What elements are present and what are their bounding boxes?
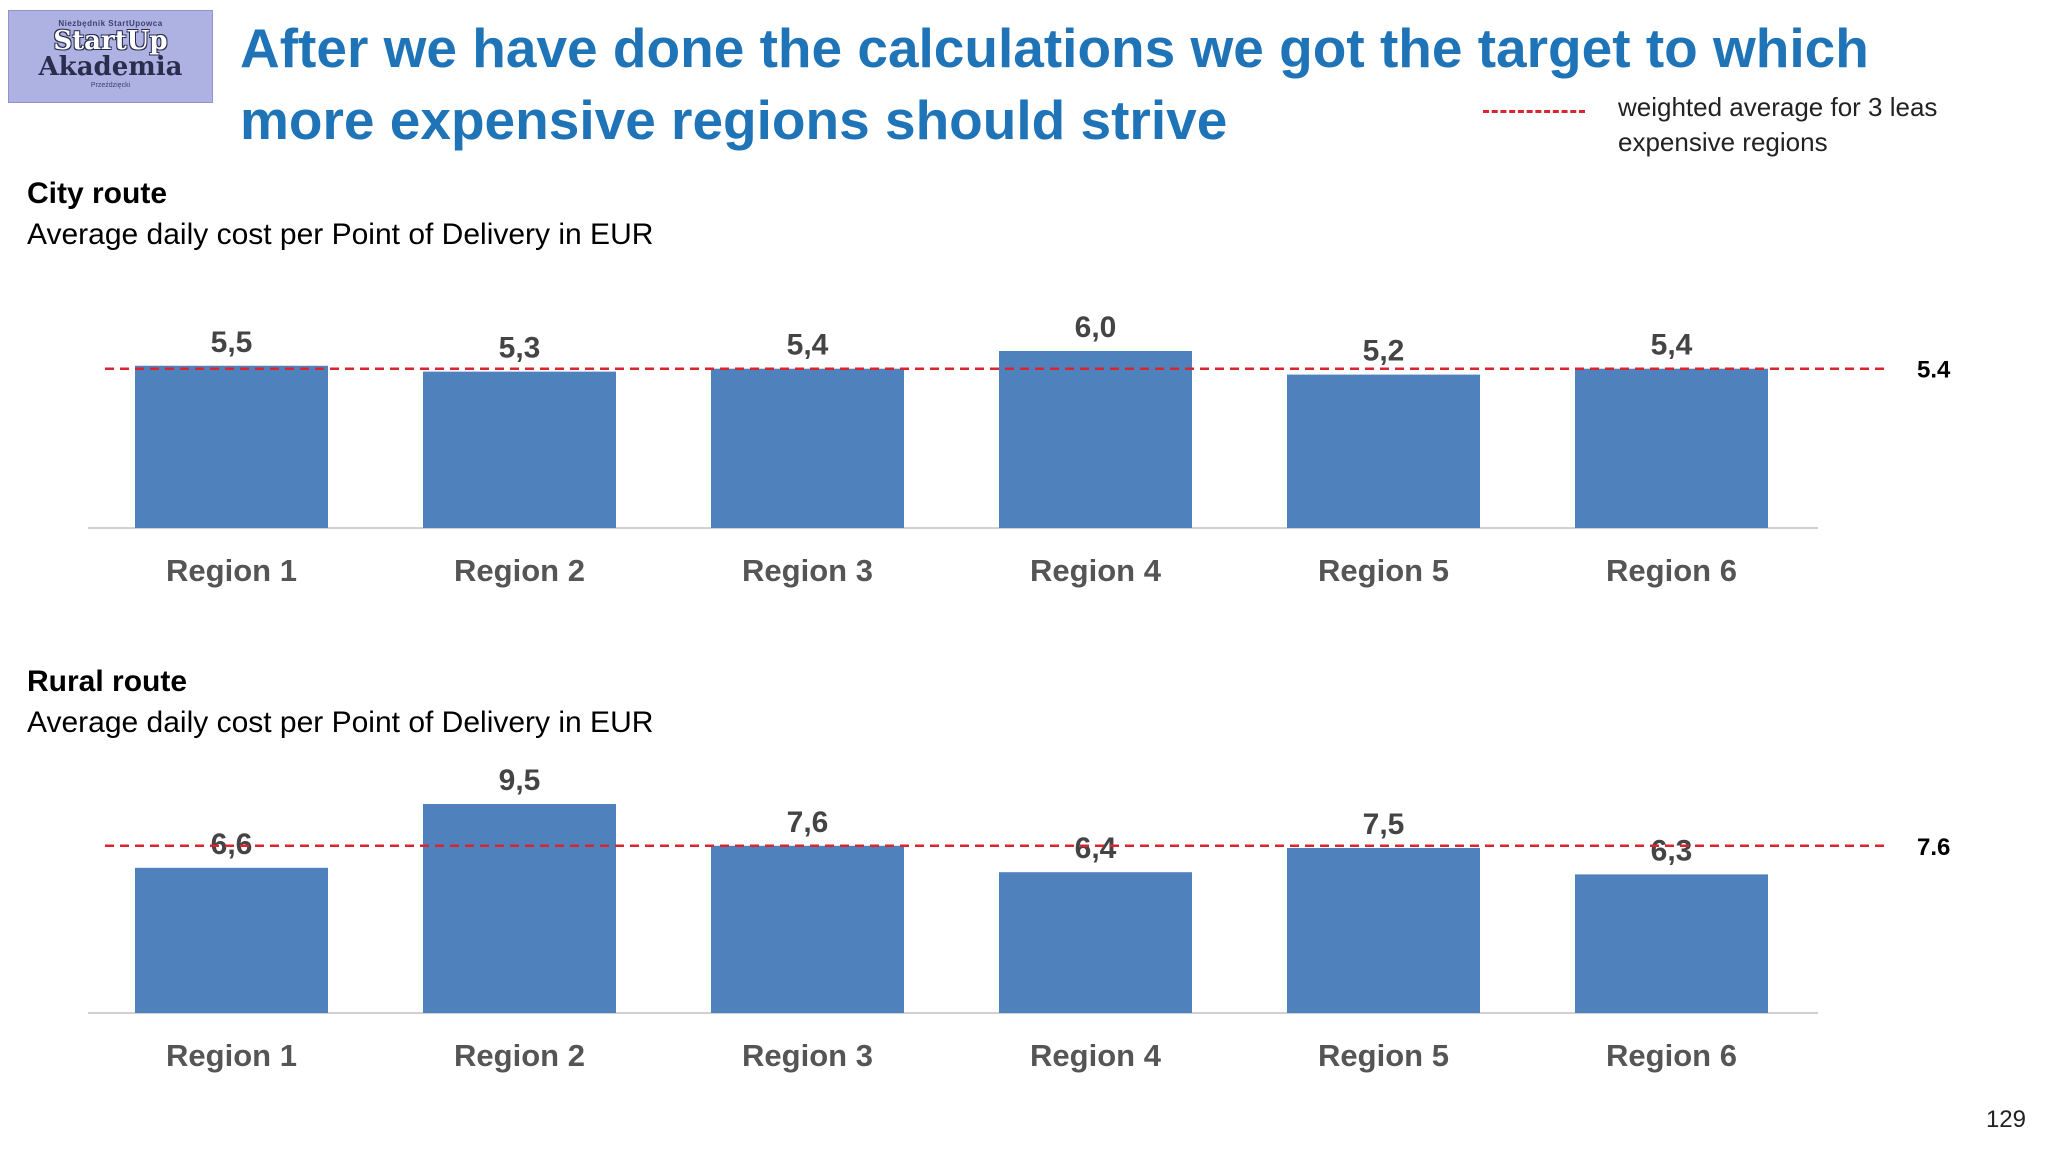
bar: [423, 371, 616, 528]
bar: [999, 872, 1192, 1013]
category-label: Region 2: [454, 1038, 585, 1073]
category-label: Region 6: [1606, 1038, 1737, 1073]
category-label: Region 2: [454, 553, 585, 588]
data-label: 6,4: [1075, 832, 1117, 865]
logo-bottom-line: Przeździęcki: [90, 82, 131, 89]
bar: [711, 368, 904, 528]
city-route-chart: 5,5 Region 1 5,3 Region 2 5,4 Region 3 6,0 Regi…: [0, 300, 2048, 600]
bar: [999, 351, 1192, 528]
rural-route-subtitle: Average daily cost per Point of Delivery…: [27, 706, 654, 739]
category-label: Region 4: [1030, 1038, 1162, 1073]
rural-route-chart: 6,6 Region 1 9,5 Region 2 7,6 Region 3 6,4 Regi…: [0, 760, 2048, 1090]
category-label: Region 6: [1606, 553, 1737, 588]
data-label: 6,3: [1651, 834, 1693, 867]
category-label: Region 4: [1030, 553, 1162, 588]
slide-title: After we have done the calculations we g…: [240, 17, 1869, 151]
data-label: 9,5: [499, 764, 541, 797]
bar: [423, 804, 616, 1013]
legend-label: weighted average for 3 leas expensive re…: [1618, 92, 1938, 157]
data-label: 7,6: [787, 806, 829, 839]
bar: [1575, 874, 1768, 1013]
bar: [1575, 368, 1768, 528]
target-value-label: 5.4: [1917, 357, 1951, 384]
category-label: Region 1: [166, 553, 297, 588]
category-label: Region 5: [1318, 553, 1449, 588]
data-label: 6,0: [1075, 311, 1117, 344]
data-label: 6,6: [211, 828, 253, 861]
bar-chart-svg: 6,6 Region 1 9,5 Region 2 7,6 Region 3 6,4 Regi…: [88, 764, 1950, 1073]
page-number: 129: [1985, 1106, 2026, 1133]
city-route-title: City route: [27, 177, 168, 210]
city-route-subtitle: Average daily cost per Point of Delivery…: [27, 218, 654, 251]
data-label: 5,2: [1363, 335, 1405, 368]
data-label: 7,5: [1363, 808, 1405, 841]
category-label: Region 3: [742, 1038, 873, 1073]
legend-dashed-line: [1483, 110, 1585, 113]
data-label: 5,5: [211, 326, 253, 359]
bar: [711, 845, 904, 1013]
category-label: Region 5: [1318, 1038, 1449, 1073]
data-label: 5,3: [499, 332, 541, 365]
startup-akademia-logo: Niezbędnik StartUpowca StartUp Akademia …: [8, 10, 213, 103]
logo-line-1: StartUp: [53, 26, 168, 56]
data-label: 5,4: [787, 329, 829, 362]
rural-route-title: Rural route: [27, 665, 188, 698]
logo-top-line: Niezbędnik StartUpowca: [58, 19, 163, 28]
data-label: 5,4: [1651, 329, 1693, 362]
bar: [1287, 374, 1480, 528]
category-label: Region 3: [742, 553, 873, 588]
bar-chart-svg: 5,5 Region 1 5,3 Region 2 5,4 Region 3 6,0 Regi…: [88, 311, 1951, 588]
logo-line-2: Akademia: [38, 52, 183, 82]
bar: [135, 365, 328, 528]
target-value-label: 7.6: [1917, 834, 1950, 861]
bar: [135, 867, 328, 1013]
bar: [1287, 848, 1480, 1013]
category-label: Region 1: [166, 1038, 297, 1073]
